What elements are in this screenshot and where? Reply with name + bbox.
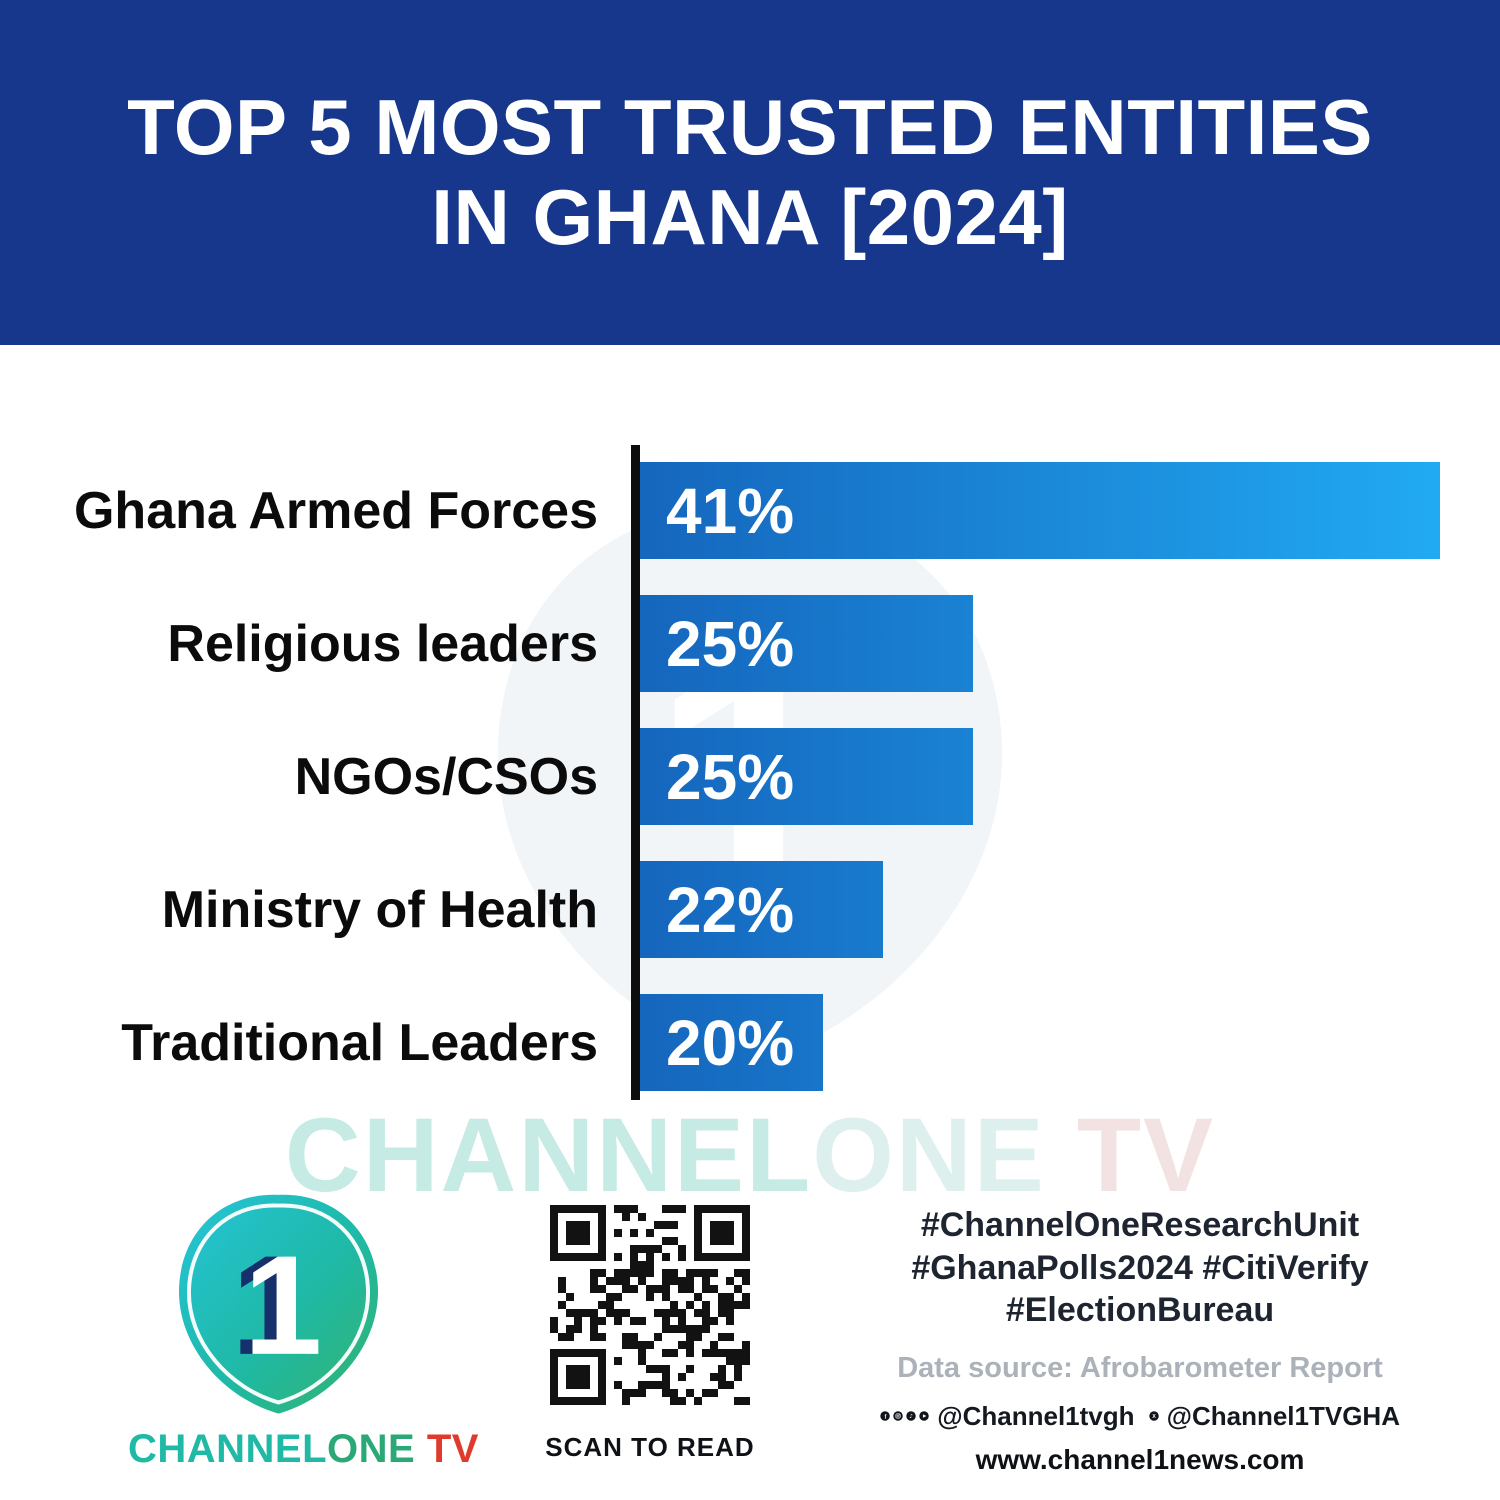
qr-block: SCAN TO READ <box>545 1200 755 1463</box>
watermark-part: TV <box>1045 1097 1216 1214</box>
header-banner: TOP 5 MOST TRUSTED ENTITIES IN GHANA [202… <box>0 0 1500 345</box>
hashtag-line: #ElectionBureau <box>1005 1291 1275 1329</box>
bar-row: NGOs/CSOs 25% <box>0 728 1500 825</box>
data-source-label: Data source: Afrobarometer Report <box>897 1351 1383 1384</box>
bar-value-label: 41% <box>666 474 795 547</box>
hashtag-line: #GhanaPolls2024 #CitiVerify <box>911 1248 1369 1287</box>
bar: 20% <box>640 994 823 1091</box>
watermark-part: CHANNEL <box>284 1097 813 1214</box>
x-icon: X <box>1148 1411 1159 1421</box>
watermark-part: ONE <box>812 1097 1046 1214</box>
bar-row: Traditional Leaders 20% <box>0 994 1500 1091</box>
bar-value-label: 25% <box>666 740 795 813</box>
social-handle-x: @Channel1TVGHA <box>1166 1400 1400 1431</box>
brand-tv: TV <box>415 1427 479 1471</box>
svg-text:1: 1 <box>231 1226 310 1384</box>
svg-text:X: X <box>1152 1414 1156 1420</box>
social-row: f ♪ @Channel1tvgh X @Channel1TVGHA <box>880 1401 1400 1432</box>
svg-text:♪: ♪ <box>909 1413 913 1420</box>
page-title-line1: TOP 5 MOST TRUSTED ENTITIES <box>127 82 1373 171</box>
tiktok-icon: ♪ <box>906 1411 916 1421</box>
watermark-text: CHANNELONE TV <box>0 1096 1500 1216</box>
hashtag-line: #ChannelOneResearchUnit <box>920 1206 1360 1244</box>
bar: 25% <box>640 595 973 692</box>
chart-axis <box>631 445 640 1100</box>
category-label: NGOs/CSOs <box>294 747 598 806</box>
page-title-line2: IN GHANA [2024] <box>431 172 1069 261</box>
social-handle-primary: @Channel1tvgh <box>937 1400 1135 1431</box>
youtube-icon <box>919 1411 929 1421</box>
instagram-icon <box>893 1411 903 1421</box>
bar: 22% <box>640 861 883 958</box>
category-label: Religious leaders <box>167 614 598 673</box>
facebook-icon: f <box>880 1411 890 1421</box>
svg-text:f: f <box>885 1415 888 1421</box>
bar-value-label: 20% <box>666 1006 795 1079</box>
bar-row: Ghana Armed Forces 41% <box>0 462 1500 559</box>
category-label: Traditional Leaders <box>121 1013 598 1072</box>
bar-row: Religious leaders 25% <box>0 595 1500 692</box>
bar-value-label: 22% <box>666 873 795 946</box>
qr-code <box>545 1200 755 1410</box>
channel-one-logo-block: 1 1 CHANNELONE TV <box>128 1186 478 1472</box>
qr-caption: SCAN TO READ <box>545 1432 755 1462</box>
bar-value-label: 25% <box>666 607 795 680</box>
channel-one-logo: 1 1 <box>178 1194 378 1414</box>
bar: 25% <box>640 728 973 825</box>
website-url: www.channel1news.com <box>975 1443 1305 1475</box>
brand-channel: CHANNEL <box>128 1427 328 1471</box>
bar-row: Ministry of Health 22% <box>0 861 1500 958</box>
category-label: Ministry of Health <box>161 880 598 939</box>
bar: 41% <box>640 462 1440 559</box>
brand-one: ONE <box>327 1427 416 1471</box>
footer-info-block: #ChannelOneResearchUnit #GhanaPolls2024 … <box>880 1204 1400 1476</box>
svg-text:1: 1 <box>243 1226 322 1384</box>
bar-chart: Ghana Armed Forces 41% Religious leaders 25… <box>0 440 1500 1120</box>
category-label: Ghana Armed Forces <box>73 481 598 540</box>
brand-wordmark: CHANNELONE TV <box>128 1427 478 1472</box>
page-title: TOP 5 MOST TRUSTED ENTITIES IN GHANA [202… <box>127 83 1373 262</box>
